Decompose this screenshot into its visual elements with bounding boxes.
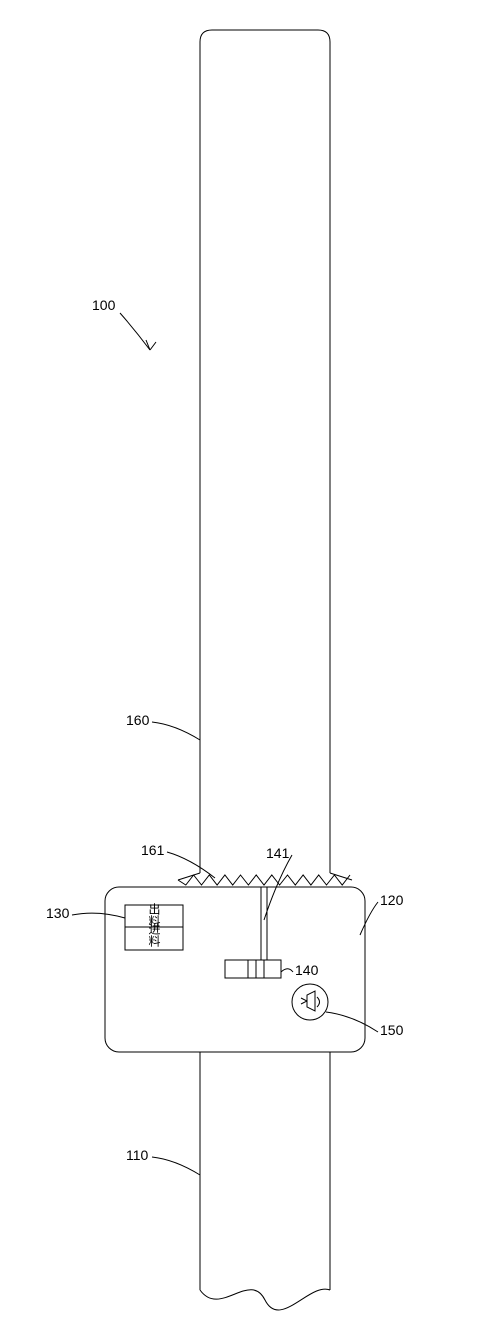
ref-100-arrowhead: [146, 340, 156, 350]
piston-body: [225, 960, 281, 978]
leader-line: [281, 969, 293, 972]
ref-100-arrow: [120, 313, 150, 350]
ref-label: 161: [141, 842, 165, 858]
ref-100: 100: [92, 297, 116, 313]
ref-label: 150: [380, 1022, 404, 1038]
ref-label: 110: [126, 1147, 149, 1163]
leader-line: [360, 902, 378, 935]
ref-label: 120: [380, 892, 404, 908]
speaker-icon: [301, 991, 320, 1011]
ref-label: 130: [46, 905, 70, 921]
leader-line: [72, 913, 125, 918]
ref-label: 141: [266, 845, 290, 861]
hopper-label-in: 进料: [147, 923, 161, 947]
leader-line: [326, 1012, 378, 1032]
upper-sheet-outline: [200, 30, 330, 873]
leader-line: [152, 1157, 200, 1175]
piston-rod: [261, 887, 267, 960]
lower-sheet-break: [200, 1289, 330, 1310]
control-box: [105, 887, 365, 1052]
leader-line: [152, 722, 200, 740]
speaker-circle: [292, 984, 328, 1020]
ref-label: 140: [295, 962, 319, 978]
zigzag-edge: [178, 875, 350, 885]
ref-label: 160: [126, 712, 150, 728]
leader-line: [167, 852, 215, 878]
